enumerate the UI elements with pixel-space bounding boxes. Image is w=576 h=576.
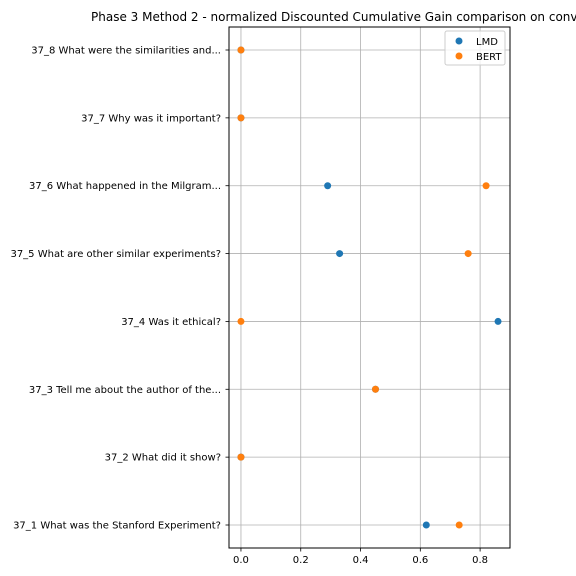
data-point-bert: [482, 182, 490, 190]
y-tick-label: 37_8 What were the similarities and...: [31, 46, 221, 57]
data-point-bert: [464, 250, 472, 258]
data-point-lmd: [422, 521, 430, 529]
data-point-lmd: [494, 317, 502, 325]
y-tick-label: 37_7 Why was it important?: [81, 113, 221, 124]
axis-ticks: 0.0 0.2 0.4 0.6 0.8 37_1 What was the Stanfor…: [10, 46, 488, 567]
data-points: [237, 46, 502, 529]
legend-marker-bert: [455, 52, 463, 60]
legend-label-bert: BERT: [476, 52, 502, 63]
data-point-bert: [371, 385, 379, 393]
plot-area-frame: [228, 26, 511, 549]
data-point-lmd: [336, 250, 344, 258]
data-point-lmd: [324, 182, 332, 190]
y-tick-label: 37_6 What happened in the Milgram...: [29, 181, 221, 192]
x-tick-label: 0.0: [233, 555, 249, 566]
x-tick-label: 0.4: [353, 555, 369, 566]
legend-marker-lmd: [455, 37, 463, 45]
y-tick-label: 37_4 Was it ethical?: [121, 317, 221, 328]
data-point-bert: [237, 46, 245, 54]
legend-label-lmd: LMD: [476, 37, 498, 48]
y-tick-label: 37_1 What was the Stanford Experiment?: [13, 521, 221, 532]
x-tick-label: 0.8: [472, 555, 488, 566]
y-tick-label: 37_5 What are other similar experiments?: [10, 249, 221, 260]
grid-lines: [229, 27, 510, 548]
chart-title: Phase 3 Method 2 - normalized Discounted…: [91, 10, 576, 24]
data-point-bert: [237, 114, 245, 122]
data-point-bert: [237, 317, 245, 325]
chart-legend: LMD BERT: [444, 30, 506, 66]
y-tick-label: 37_2 What did it show?: [105, 453, 221, 464]
x-tick-label: 0.2: [293, 555, 309, 566]
y-tick-label: 37_3 Tell me about the author of the...: [29, 385, 221, 396]
data-point-bert: [237, 453, 245, 461]
x-tick-label: 0.6: [412, 555, 428, 566]
data-point-bert: [455, 521, 463, 529]
